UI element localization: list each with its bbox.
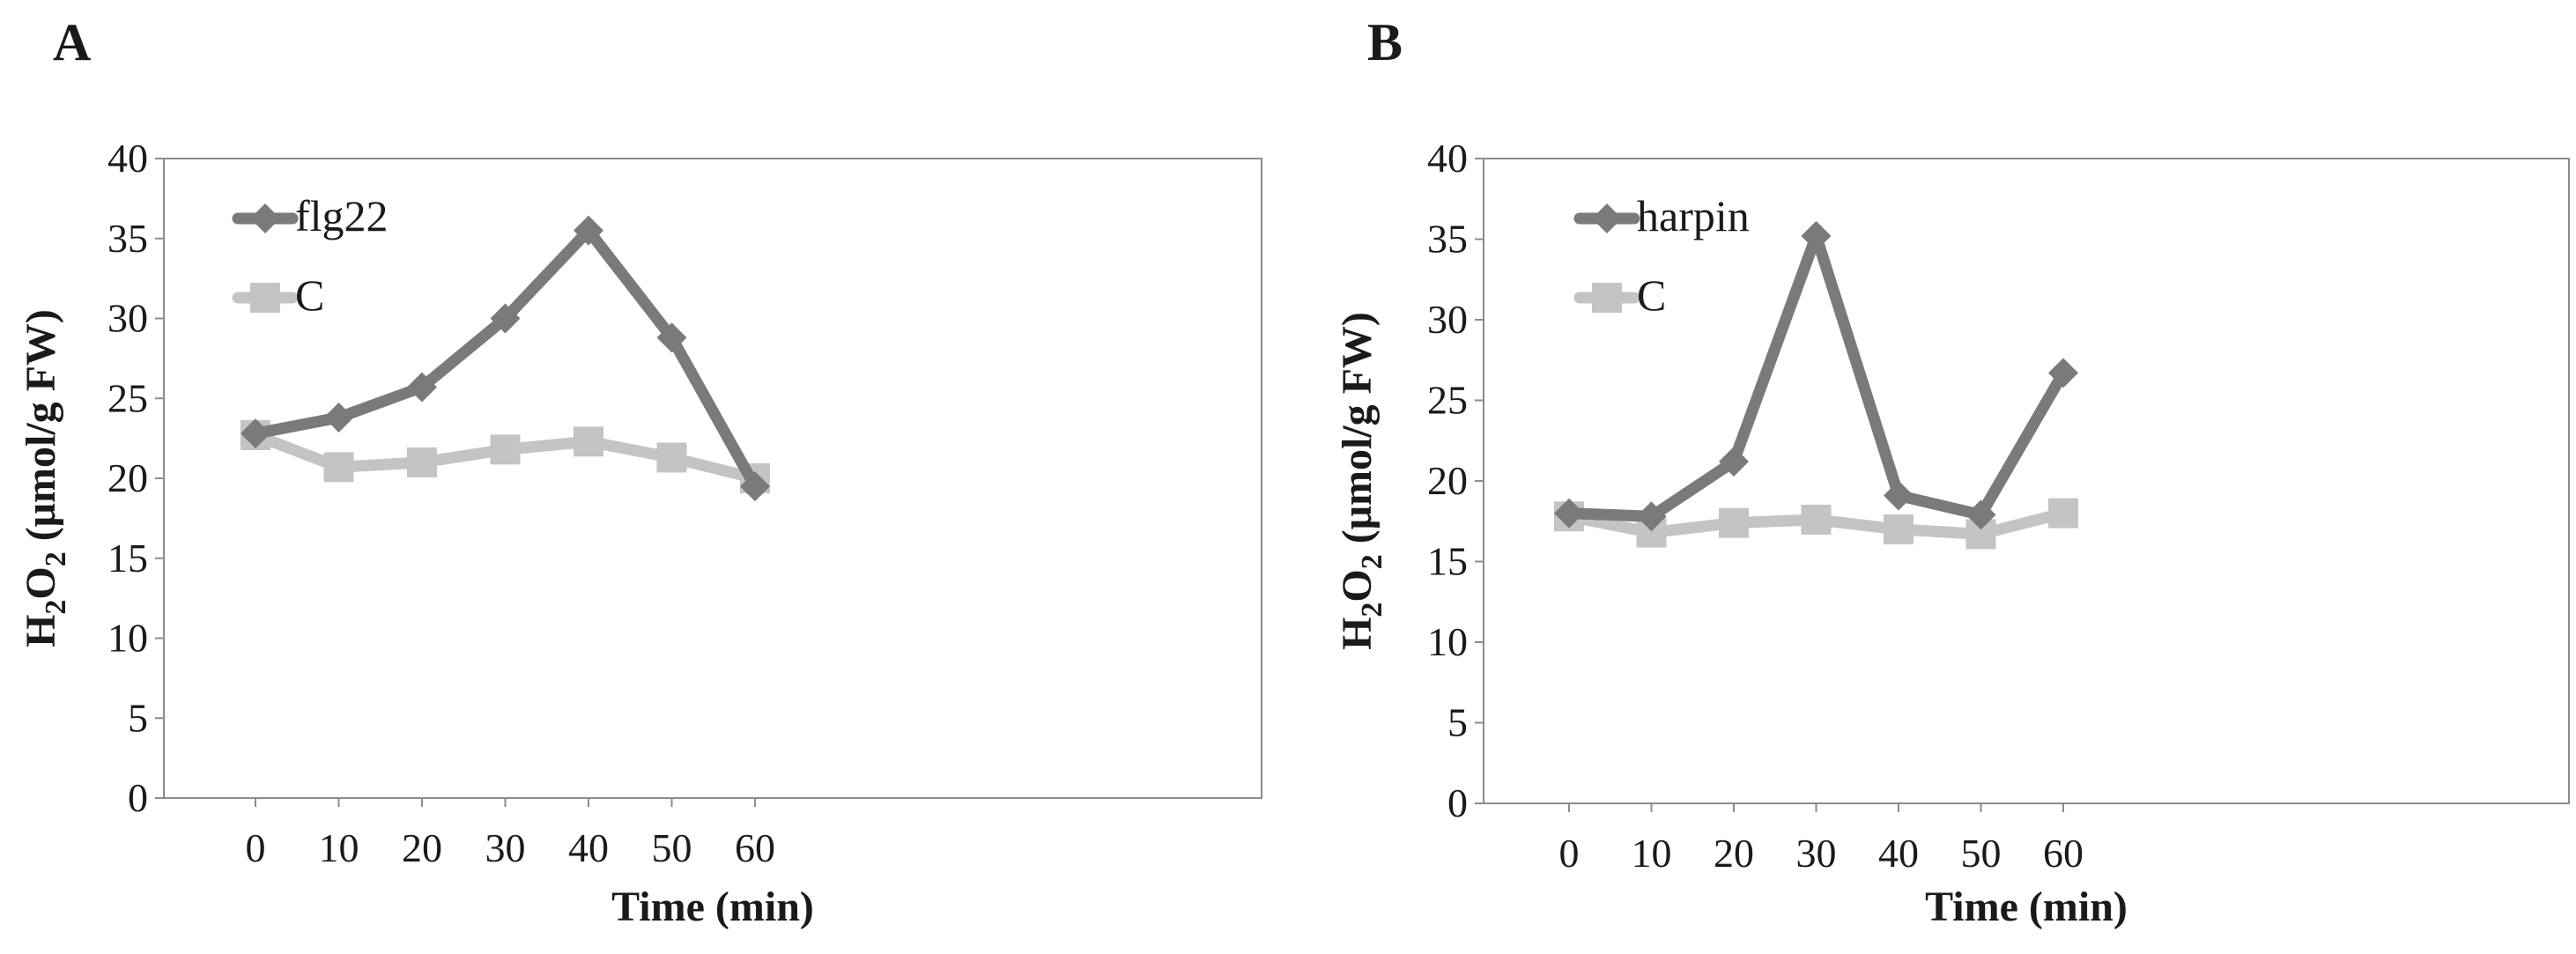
y-tick-label: 5 — [1447, 700, 1468, 745]
x-tick-label: 30 — [485, 825, 526, 870]
panel-b-legend: harpin C — [1573, 191, 1750, 320]
x-tick-label: 60 — [2043, 831, 2084, 876]
panel-b: B 0 5 10 15 20 25 30 35 40 0 10 20 30 40 50 60 Time (m… — [1334, 13, 2570, 930]
panel-b-x-axis-title: Time (min) — [1925, 884, 2128, 930]
legend-entry-flg22 — [232, 203, 299, 233]
y-tick-label: 25 — [1427, 378, 1468, 423]
x-tick-label: 0 — [1559, 831, 1580, 876]
x-tick-label: 40 — [1878, 831, 1919, 876]
data-point-harpin — [1801, 220, 1832, 251]
panel-a-y-title-o: O — [18, 566, 64, 599]
data-point-c — [490, 434, 521, 465]
legend-label-c: C — [1637, 270, 1666, 320]
y-tick-label: 30 — [107, 296, 148, 341]
panel-a-label: A — [53, 13, 91, 71]
data-point-c — [407, 447, 437, 477]
panel-a-series — [241, 215, 770, 502]
legend-entry-c — [1573, 283, 1640, 313]
legend-entry-harpin — [1573, 203, 1640, 233]
legend-label-harpin: harpin — [1637, 191, 1750, 240]
panel-a-x-ticks: 0 10 20 30 40 50 60 — [246, 798, 775, 870]
data-point-flg22 — [241, 418, 270, 449]
x-tick-label: 40 — [568, 825, 609, 870]
data-point-harpin — [2048, 358, 2078, 388]
y-tick-label: 0 — [1447, 780, 1468, 825]
panel-b-y-axis-title: H2O2 (μmol/g FW) — [1334, 312, 1388, 650]
y-tick-label: 10 — [107, 616, 148, 661]
panel-a-x-axis-title: Time (min) — [611, 884, 814, 930]
x-tick-label: 30 — [1796, 831, 1837, 876]
data-point-flg22 — [656, 322, 687, 353]
panel-a-y-ticks: 0 5 10 15 20 25 30 35 40 — [107, 136, 164, 820]
legend-swatch-marker — [1592, 203, 1622, 233]
legend-swatch-marker — [250, 283, 280, 313]
panel-a-y-title-sub1: 2 — [40, 600, 72, 615]
data-point-c — [1801, 504, 1832, 535]
x-tick-label: 50 — [1961, 831, 2002, 876]
y-tick-label: 5 — [128, 695, 148, 740]
data-point-c — [323, 452, 354, 483]
data-point-harpin — [1719, 447, 1749, 477]
panel-b-y-title-h: H — [1334, 618, 1381, 650]
y-tick-label: 40 — [107, 136, 148, 181]
y-tick-label: 20 — [107, 455, 148, 500]
data-point-flg22 — [740, 471, 770, 502]
x-tick-label: 10 — [1632, 831, 1672, 876]
panel-b-plot-frame — [1483, 158, 2570, 804]
y-tick-label: 30 — [1427, 297, 1468, 342]
x-tick-label: 20 — [402, 825, 442, 870]
data-point-c — [1884, 514, 1913, 544]
y-tick-label: 40 — [1427, 136, 1468, 181]
panel-b-y-title-sub1: 2 — [1356, 603, 1388, 618]
y-tick-label: 20 — [1427, 458, 1468, 503]
panel-b-y-ticks: 0 5 10 15 20 25 30 35 40 — [1427, 136, 1484, 825]
data-point-c — [2048, 498, 2078, 529]
legend-swatch-marker — [250, 203, 280, 233]
data-point-harpin — [1965, 499, 1996, 530]
y-tick-label: 35 — [107, 216, 148, 261]
x-tick-label: 60 — [735, 825, 775, 870]
y-tick-label: 15 — [1427, 539, 1468, 584]
legend-swatch-marker — [1592, 283, 1622, 313]
panel-b-series — [1554, 220, 2078, 550]
y-tick-label: 35 — [1427, 217, 1468, 262]
data-point-flg22 — [407, 372, 437, 403]
y-tick-label: 15 — [107, 536, 148, 581]
panel-a-y-title-h: H — [18, 615, 64, 647]
panel-b-y-title-o: O — [1334, 569, 1381, 602]
data-point-harpin — [1636, 501, 1667, 532]
data-point-c — [574, 426, 603, 457]
data-point-flg22 — [490, 303, 521, 334]
panel-b-label: B — [1367, 13, 1403, 71]
x-tick-label: 20 — [1714, 831, 1754, 876]
panel-b-y-title-sub2: 2 — [1356, 554, 1388, 569]
data-point-c — [1719, 507, 1749, 538]
x-tick-label: 0 — [246, 825, 266, 870]
panel-b-y-title-rest: (μmol/g FW) — [1334, 312, 1381, 554]
data-point-flg22 — [323, 403, 354, 433]
legend-label-c: C — [295, 270, 324, 320]
panel-a: A 0 5 10 15 20 25 30 35 40 0 10 20 30 40 50 60 Time (m… — [18, 13, 1262, 930]
data-point-c — [656, 442, 687, 473]
data-point-harpin — [1884, 480, 1913, 511]
data-point-flg22 — [574, 215, 603, 246]
y-tick-label: 10 — [1427, 619, 1468, 664]
panel-b-x-ticks: 0 10 20 30 40 50 60 — [1559, 803, 2084, 876]
legend-label-flg22: flg22 — [295, 191, 389, 240]
panel-a-y-title-sub2: 2 — [40, 551, 72, 566]
data-point-harpin — [1554, 498, 1584, 529]
x-tick-label: 10 — [319, 825, 359, 870]
panel-a-legend: flg22 C — [232, 191, 389, 320]
panel-a-y-axis-title: H2O2 (μmol/g FW) — [18, 309, 72, 647]
panel-a-y-title-rest: (μmol/g FW) — [18, 309, 64, 551]
y-tick-label: 0 — [128, 775, 148, 820]
y-tick-label: 25 — [107, 375, 148, 420]
legend-entry-c — [232, 283, 299, 313]
x-tick-label: 50 — [652, 825, 692, 870]
